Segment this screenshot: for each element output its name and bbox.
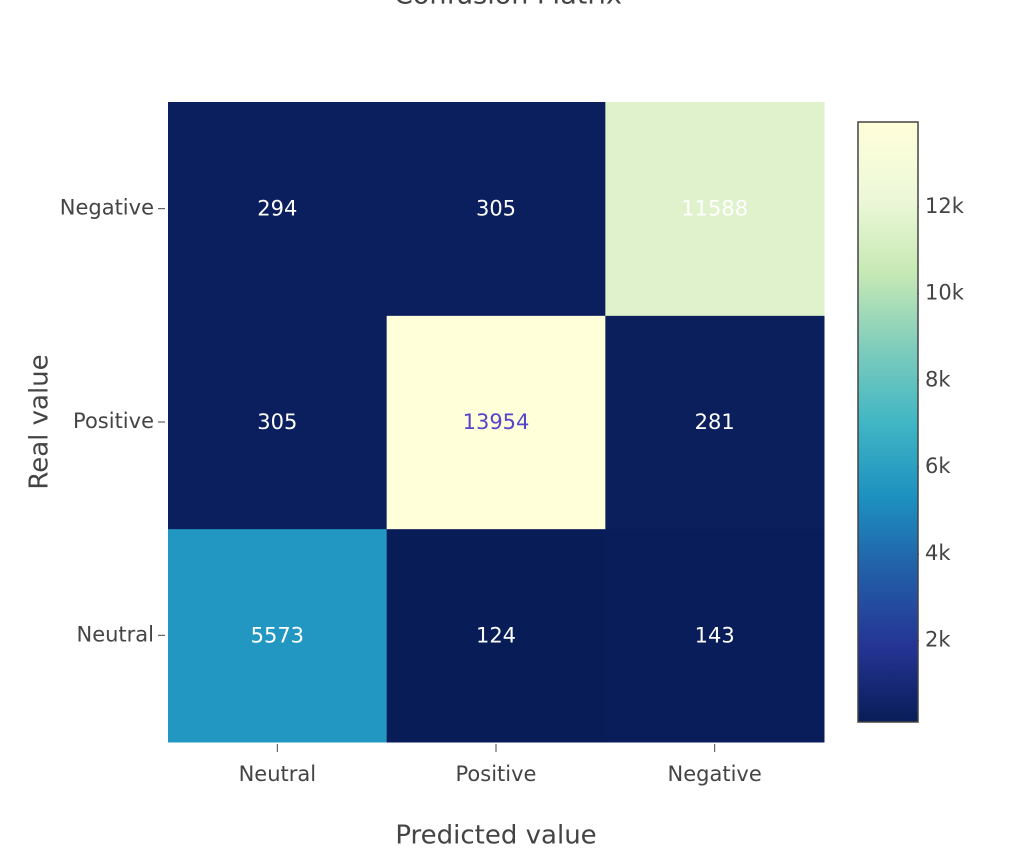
cell-label: 11588 [681, 197, 748, 221]
heatmap-cell [386, 528, 606, 743]
cell-label: 305 [257, 410, 297, 434]
colorbar-tick-label: 6k [925, 454, 951, 478]
chart-title: Confusion Matrix [394, 0, 622, 11]
heatmap-cell [605, 528, 825, 743]
colorbar [857, 121, 919, 723]
x-tick-label: Negative [668, 762, 762, 786]
colorbar-tick-label: 4k [925, 541, 951, 565]
colorbar-tick-label: 10k [925, 281, 965, 305]
cell-label: 5573 [251, 623, 304, 647]
cell-label: 124 [476, 623, 516, 647]
y-tick-label: Positive [73, 409, 154, 433]
cell-label: 13954 [463, 410, 530, 434]
heatmap-cell [168, 315, 388, 530]
heatmap-cell [168, 102, 388, 316]
colorbar-tick-label: 8k [925, 367, 951, 391]
y-axis-title: Real value [25, 354, 55, 489]
heatmap-cell [605, 315, 825, 530]
colorbar-tick-label: 2k [925, 628, 951, 652]
heatmap-cell [168, 528, 388, 743]
x-tick-label: Positive [456, 762, 537, 786]
y-tick-label: Neutral [76, 622, 154, 646]
heatmap-cell [605, 102, 825, 316]
cell-label: 143 [695, 623, 735, 647]
cell-label: 305 [476, 197, 516, 221]
x-axis-title: Predicted value [395, 821, 596, 851]
colorbar-tick-label: 12k [925, 194, 965, 218]
heatmap-cell [386, 102, 606, 316]
y-tick-label: Negative [60, 196, 154, 220]
heatmap-cell [386, 315, 606, 530]
cell-label: 281 [695, 410, 735, 434]
x-tick-label: Neutral [239, 762, 317, 786]
cell-label: 294 [257, 197, 297, 221]
